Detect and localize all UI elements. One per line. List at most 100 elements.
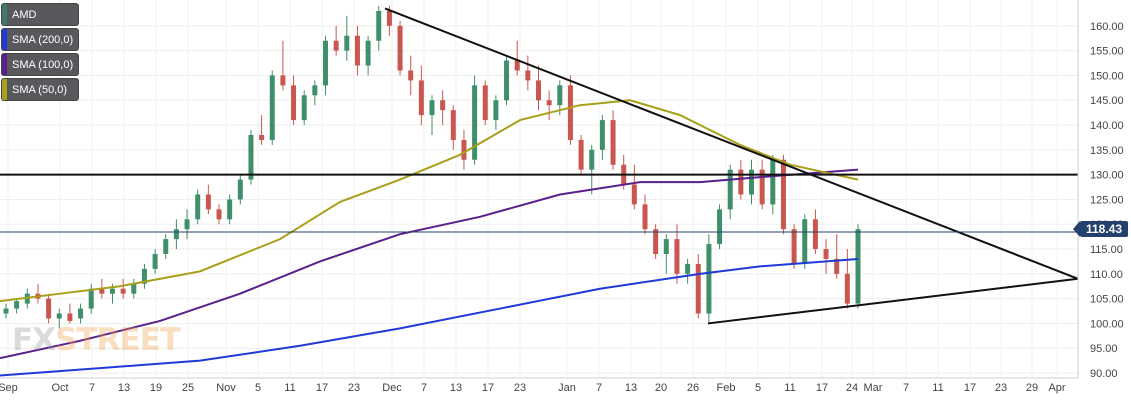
candle-body: [333, 40, 339, 51]
candle-body: [110, 288, 115, 294]
candle-body: [695, 263, 701, 314]
candle-body: [706, 244, 712, 314]
x-tick-label: 13: [118, 382, 130, 394]
symbol-swatch: [2, 4, 7, 25]
x-tick-label: Feb: [717, 382, 736, 394]
candle-body: [3, 308, 9, 314]
candle-body: [344, 35, 350, 51]
candle-body: [301, 95, 307, 121]
x-tick-label: 7: [421, 382, 427, 394]
candle-body: [525, 70, 531, 81]
candle-body: [291, 85, 297, 121]
legend-sma100[interactable]: SMA (100,0): [2, 54, 79, 75]
candle-body: [237, 179, 243, 200]
candle-body: [216, 209, 222, 220]
current-price-tag: 118.43: [1073, 221, 1128, 237]
x-tick-label: 13: [450, 382, 462, 394]
y-tick-label: 115.00: [1090, 244, 1123, 256]
candle-body: [674, 239, 680, 274]
candle-body: [248, 134, 254, 180]
candle-body: [376, 10, 382, 41]
x-tick-label: 19: [150, 382, 162, 394]
sma50-swatch: [2, 79, 7, 100]
x-tick-label: 7: [89, 382, 95, 394]
sma200-line: [0, 257, 859, 377]
x-tick-label: 11: [284, 382, 295, 394]
candle-body: [631, 184, 637, 205]
candle-body: [397, 25, 403, 71]
x-tick-label: 11: [932, 382, 943, 394]
x-tick-label: 23: [348, 382, 360, 394]
x-tick-label: 11: [784, 382, 795, 394]
candle-body: [610, 120, 616, 165]
candle-body: [514, 60, 520, 71]
x-tick-label: Oct: [51, 382, 68, 394]
descending-trendline: [384, 7, 1079, 280]
x-tick-label: 5: [755, 382, 761, 394]
x-tick-label: Mar: [864, 382, 883, 394]
candle-body: [802, 219, 808, 264]
x-tick-label: 17: [482, 382, 494, 394]
candle-body: [472, 85, 478, 160]
y-tick-label: 125.00: [1090, 194, 1124, 206]
grid-lines: [0, 0, 1078, 378]
candle-body: [493, 100, 499, 121]
candle-body: [227, 199, 233, 220]
candle-body: [195, 194, 201, 220]
x-tick-label: 24: [846, 382, 858, 394]
legend-sma200[interactable]: SMA (200,0): [2, 29, 79, 50]
candle-body: [205, 194, 211, 210]
candle-body: [557, 85, 563, 106]
fxstreet-watermark-logo: FXSTREET: [12, 322, 181, 358]
x-tick-label: 7: [596, 382, 602, 394]
candle-body: [685, 263, 691, 274]
x-tick-label: 25: [182, 382, 194, 394]
legend-sma50[interactable]: SMA (50,0): [2, 79, 79, 100]
candle-body: [780, 159, 786, 230]
x-tick-label: Apr: [1048, 382, 1065, 394]
legend-sma100-label: SMA (100,0): [12, 58, 74, 71]
sma200-swatch: [2, 29, 7, 50]
x-tick-label: 23: [995, 382, 1007, 394]
candle-body: [812, 219, 818, 250]
candle-body: [131, 283, 137, 294]
x-tick-label: 13: [625, 382, 637, 394]
candle-body: [599, 120, 605, 150]
sma50-line: [0, 99, 859, 303]
candle-body: [141, 268, 147, 284]
candle-body: [408, 70, 414, 81]
candle-body: [717, 209, 723, 245]
candle-body: [269, 75, 275, 140]
candle-body: [844, 273, 850, 304]
x-tick-label: 5: [255, 382, 261, 394]
candle-body: [663, 239, 669, 254]
candle-body: [184, 219, 190, 230]
y-tick-label: 130.00: [1090, 170, 1124, 182]
candle-body: [418, 80, 424, 116]
legend-symbol[interactable]: AMD: [2, 4, 79, 25]
candle-body: [759, 169, 765, 205]
y-tick-label: 95.00: [1090, 343, 1118, 355]
candle-body: [78, 308, 84, 319]
candle-body: [440, 100, 446, 111]
y-tick-label: 110.00: [1090, 269, 1123, 281]
y-tick-label: 145.00: [1090, 95, 1124, 107]
candle-body: [653, 229, 659, 254]
legend-sma50-label: SMA (50,0): [12, 83, 68, 96]
chart-series: [0, 6, 1079, 377]
candle-body: [152, 254, 158, 269]
y-tick-label: 140.00: [1090, 120, 1124, 132]
candle-body: [14, 301, 20, 309]
candle-body: [99, 288, 105, 294]
x-tick-label: Dec: [382, 382, 402, 394]
candle-body: [120, 288, 126, 294]
candle-body: [56, 313, 62, 319]
candle-body: [67, 313, 73, 321]
sma100-line: [0, 168, 859, 360]
y-tick-label: 90.00: [1090, 368, 1118, 380]
candle-body: [88, 288, 94, 309]
candle-body: [323, 40, 328, 86]
candle-body: [546, 100, 552, 106]
candle-body: [791, 229, 797, 264]
x-tick-label: 17: [964, 382, 976, 394]
